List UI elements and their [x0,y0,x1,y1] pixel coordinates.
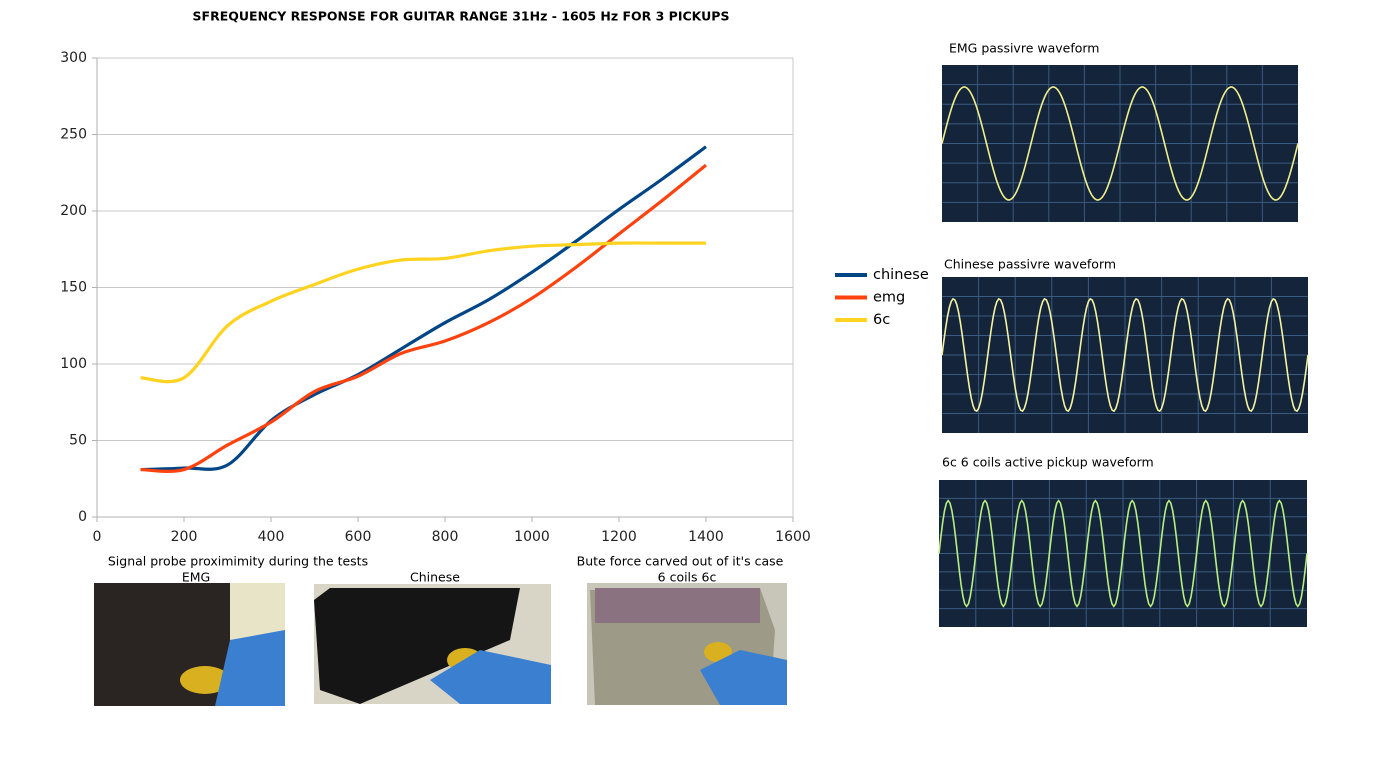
scope-trace [941,86,1299,201]
x-tick-label: 1200 [601,529,637,545]
data-line [140,145,707,472]
photo [314,584,551,704]
y-tick-label: 300 [60,50,87,66]
photo [587,583,787,705]
data-line [140,163,708,473]
y-tick-label: 200 [60,203,87,219]
data-line [140,241,706,384]
x-tick-label: 1600 [775,529,811,545]
photo-label: 6 coils 6c [658,570,717,585]
legend-label: emg [873,290,905,306]
x-tick-label: 1400 [688,529,724,545]
chart-title: SFREQUENCY RESPONSE FOR GUITAR RANGE 31H… [193,9,730,24]
x-tick-label: 1000 [514,529,550,545]
photo-label: EMG [182,570,210,585]
scope-caption: EMG passivre waveform [949,41,1099,56]
photo-label: Chinese [410,570,460,585]
x-tick-label: 600 [345,529,372,545]
y-tick-label: 50 [69,433,87,449]
y-tick-label: 250 [60,127,87,143]
legend-label: 6c [873,312,890,328]
scope-caption: Chinese passivre waveform [944,257,1116,272]
x-tick-label: 200 [171,529,198,545]
photo [94,583,285,706]
legend-label: chinese [873,267,929,283]
y-tick-label: 0 [78,509,87,525]
scope-trace [941,297,1309,413]
x-tick-label: 0 [93,529,102,545]
scope-trace [938,499,1308,608]
scope-caption: 6c 6 coils active pickup waveform [942,455,1154,470]
x-tick-label: 800 [432,529,459,545]
y-tick-label: 150 [60,280,87,296]
photo-caption: Bute force carved out of it's case [577,554,784,569]
y-tick-label: 100 [60,356,87,372]
photo-caption: Signal probe proximimity during the test… [108,554,368,569]
x-tick-label: 400 [258,529,285,545]
